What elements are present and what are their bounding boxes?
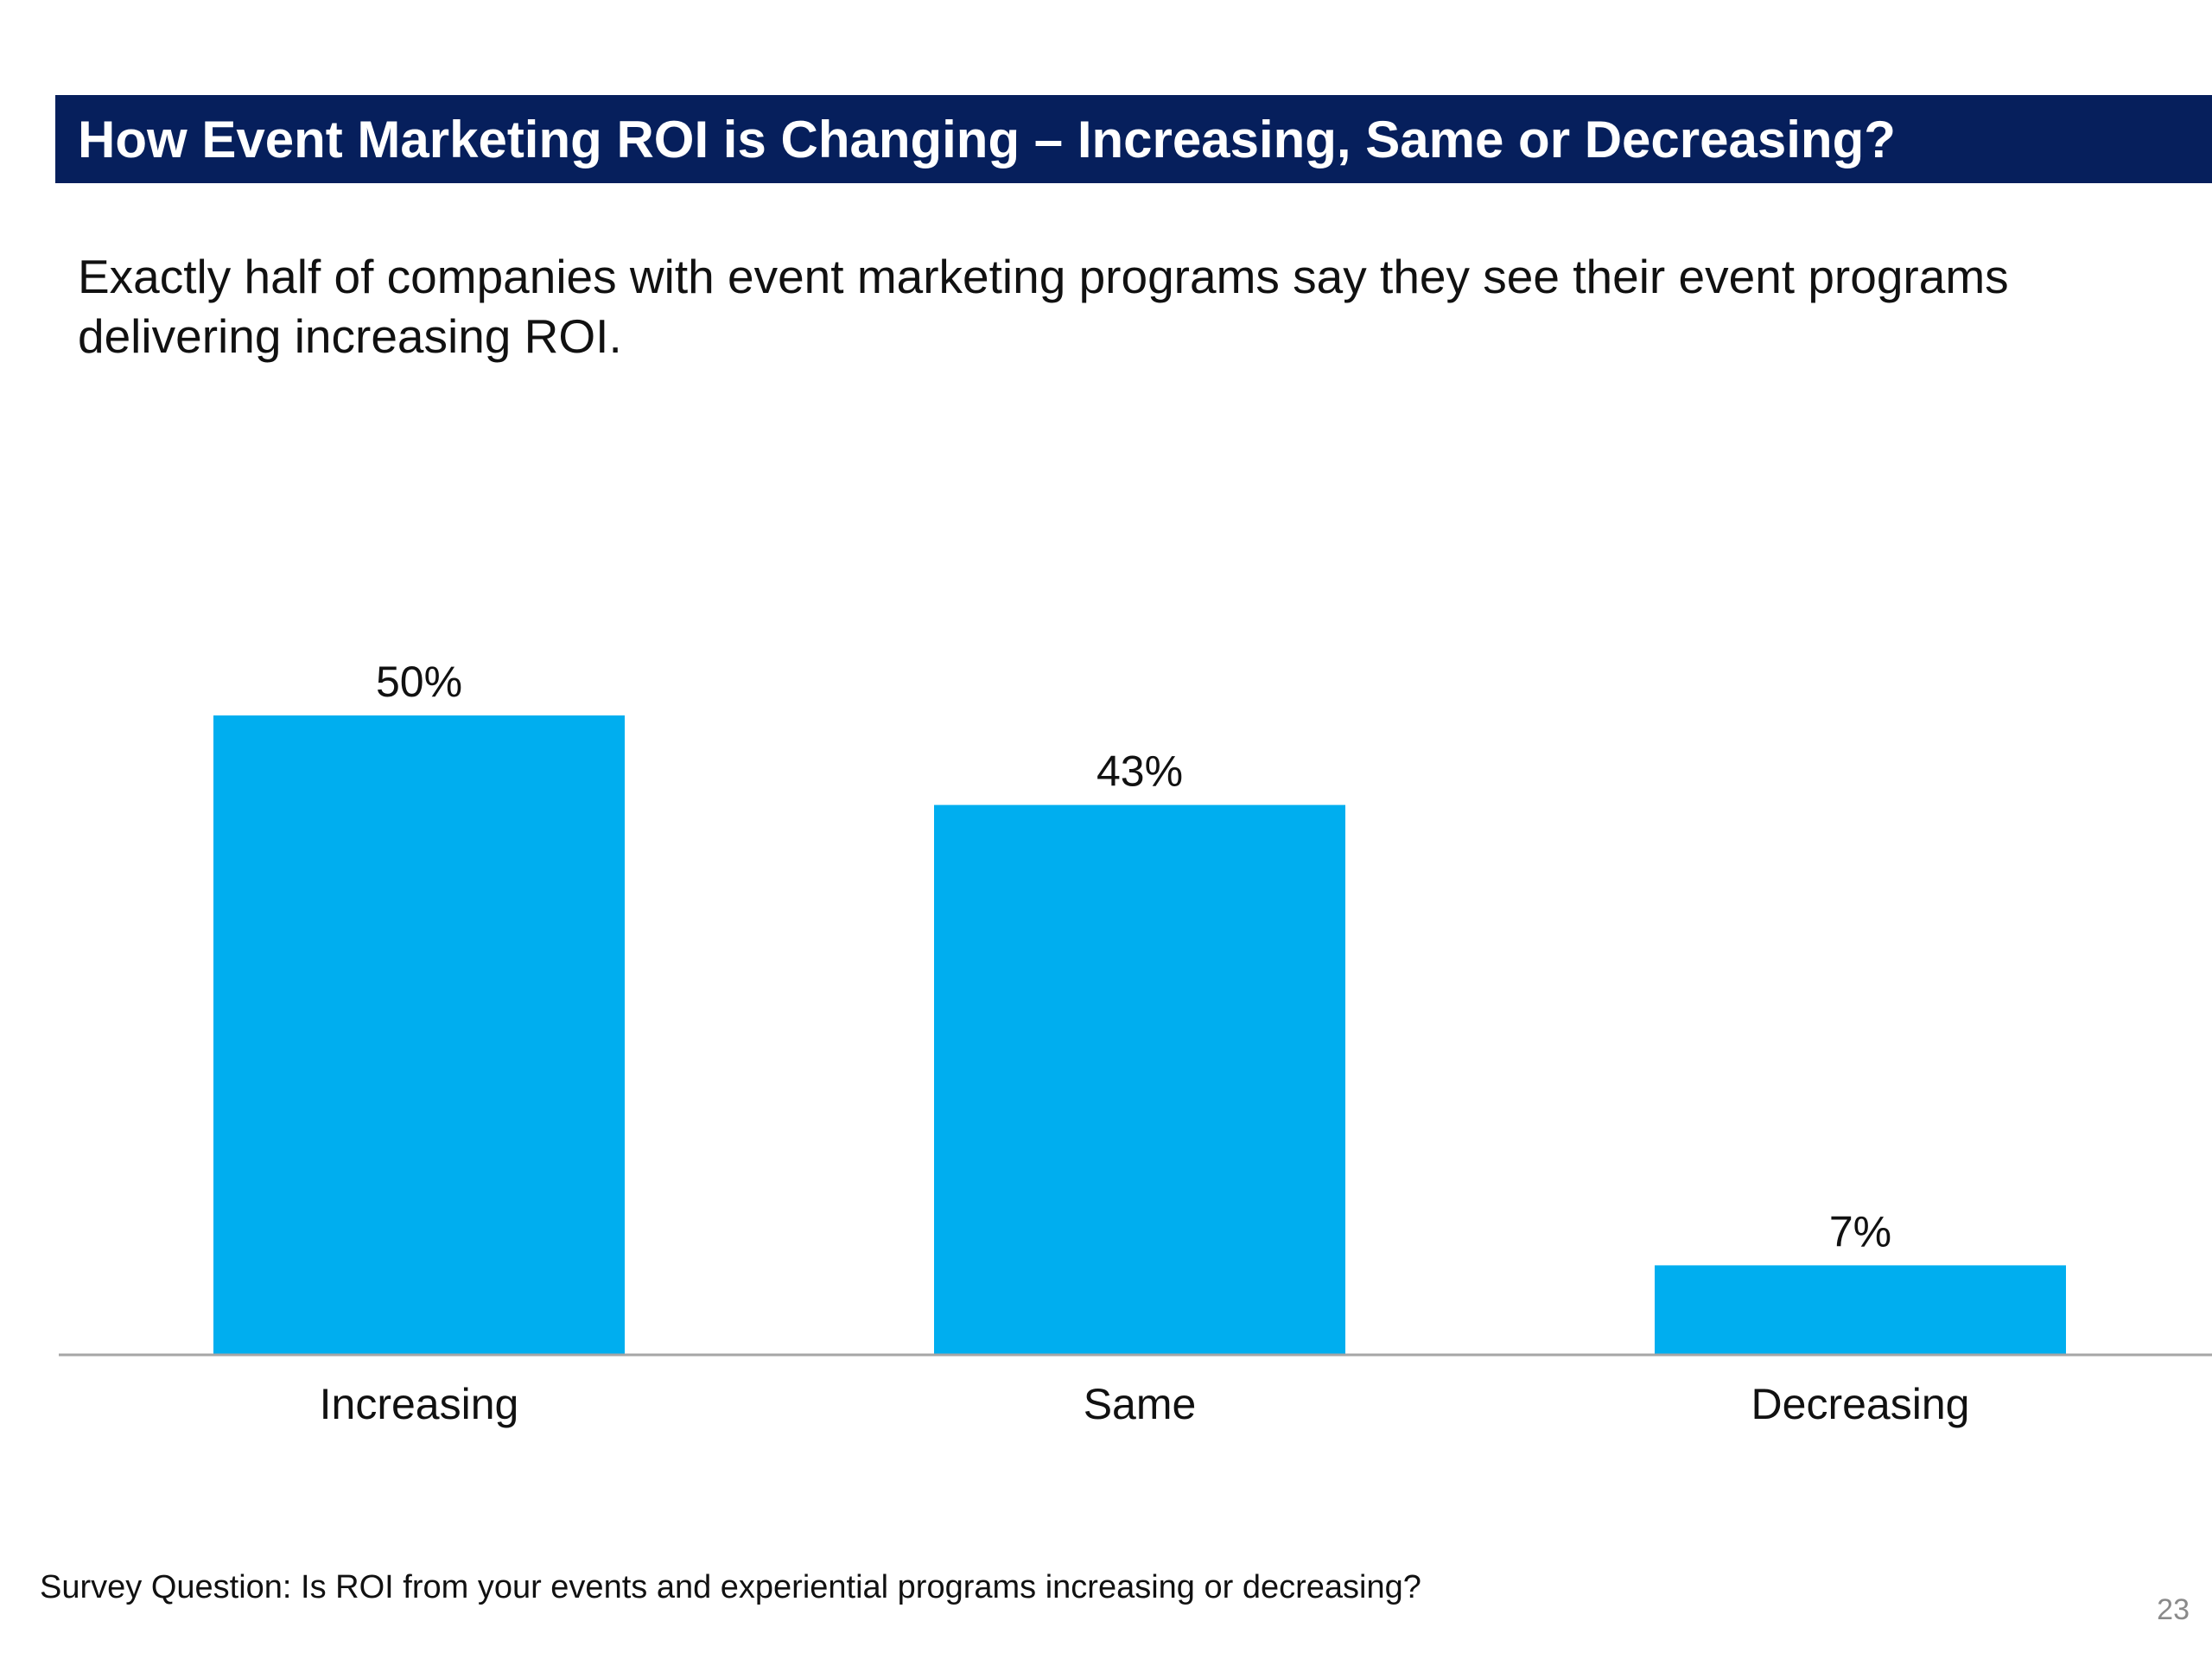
bar-same xyxy=(934,804,1345,1355)
data-label-same: 43% xyxy=(1096,747,1183,796)
category-label-increasing: Increasing xyxy=(320,1380,519,1428)
slide-subtitle: Exactly half of companies with event mar… xyxy=(78,250,2009,363)
bar-increasing xyxy=(213,715,625,1355)
data-label-decreasing: 7% xyxy=(1829,1207,1891,1255)
page-number: 23 xyxy=(2157,1593,2190,1626)
bar-decreasing xyxy=(1655,1265,2066,1355)
survey-footnote: Survey Question: Is ROI from your events… xyxy=(40,1569,1421,1605)
slide-title: How Event Marketing ROI is Changing – In… xyxy=(78,110,1896,168)
category-label-same: Same xyxy=(1084,1380,1197,1428)
data-label-increasing: 50% xyxy=(376,658,462,706)
category-label-decreasing: Decreasing xyxy=(1751,1380,1970,1428)
title-banner: How Event Marketing ROI is Changing – In… xyxy=(55,95,2212,183)
